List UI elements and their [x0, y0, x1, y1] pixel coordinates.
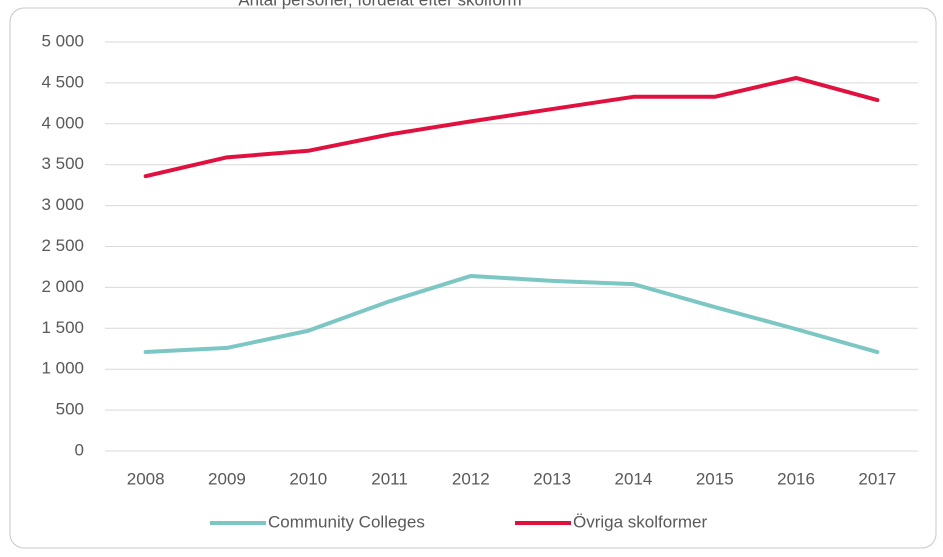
- x-tick-label: 2010: [289, 469, 327, 488]
- y-tick-label: 500: [56, 400, 84, 419]
- y-tick-label: 3 500: [41, 154, 84, 173]
- x-tick-label: 2012: [452, 469, 490, 488]
- x-tick-label: 2008: [127, 469, 165, 488]
- y-tick-label: 0: [75, 440, 84, 459]
- y-tick-label: 2 000: [41, 277, 84, 296]
- x-tick-label: 2017: [858, 469, 896, 488]
- x-tick-label: 2013: [533, 469, 571, 488]
- y-tick-label: 1 500: [41, 318, 84, 337]
- series-line: [143, 273, 880, 355]
- y-tick-label: 2 500: [41, 236, 84, 255]
- y-tick-label: 3 000: [41, 195, 84, 214]
- x-tick-label: 2011: [371, 469, 408, 488]
- series-line: [143, 75, 880, 179]
- chart-subtitle: Antal personer, fördelat efter skolform: [238, 0, 521, 9]
- y-tick-label: 4 500: [41, 72, 84, 91]
- y-tick-label: 5 000: [41, 31, 84, 50]
- x-tick-label: 2009: [208, 469, 246, 488]
- x-tick-label: 2015: [696, 469, 734, 488]
- legend-label: Community Colleges: [268, 512, 425, 531]
- y-tick-label: 1 000: [41, 359, 84, 378]
- legend-label: Övriga skolformer: [573, 512, 707, 531]
- x-tick-label: 2014: [615, 469, 653, 488]
- y-tick-label: 4 000: [41, 113, 84, 132]
- x-tick-label: 2016: [777, 469, 815, 488]
